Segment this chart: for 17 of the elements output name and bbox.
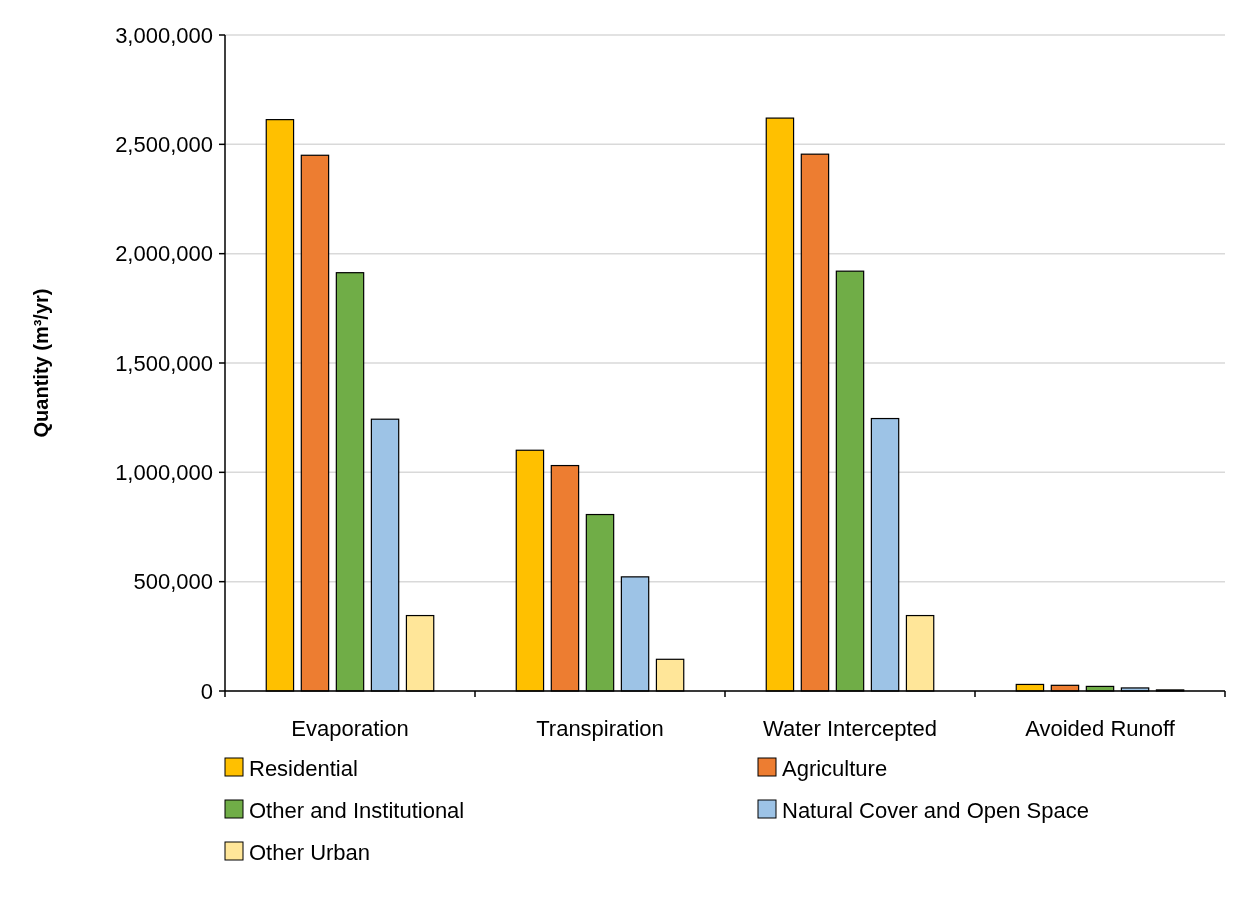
legend-label: Other and Institutional [249,797,465,823]
x-tick-label: Evaporation [291,716,409,741]
legend-label: Agriculture [782,755,888,781]
x-tick-label: Transpiration [536,716,664,741]
y-axis-title: Quantity (m³/yr) [30,288,52,438]
legend-label: Residential [249,755,358,781]
y-tick-label: 3,000,000 [115,22,213,48]
y-tick-label: 500,000 [133,569,213,595]
y-tick-label: 2,500,000 [115,132,213,158]
x-tick-label: Avoided Runoff [1025,716,1176,741]
y-tick-label: 1,000,000 [115,460,213,486]
y-tick-label: 0 [200,678,213,704]
legend-label: Other Urban [249,839,371,865]
y-tick-label: 2,000,000 [115,241,213,267]
legend-label: Natural Cover and Open Space [782,797,1089,823]
y-tick-label: 1,500,000 [115,350,213,376]
x-tick-label: Water Intercepted [762,716,938,741]
